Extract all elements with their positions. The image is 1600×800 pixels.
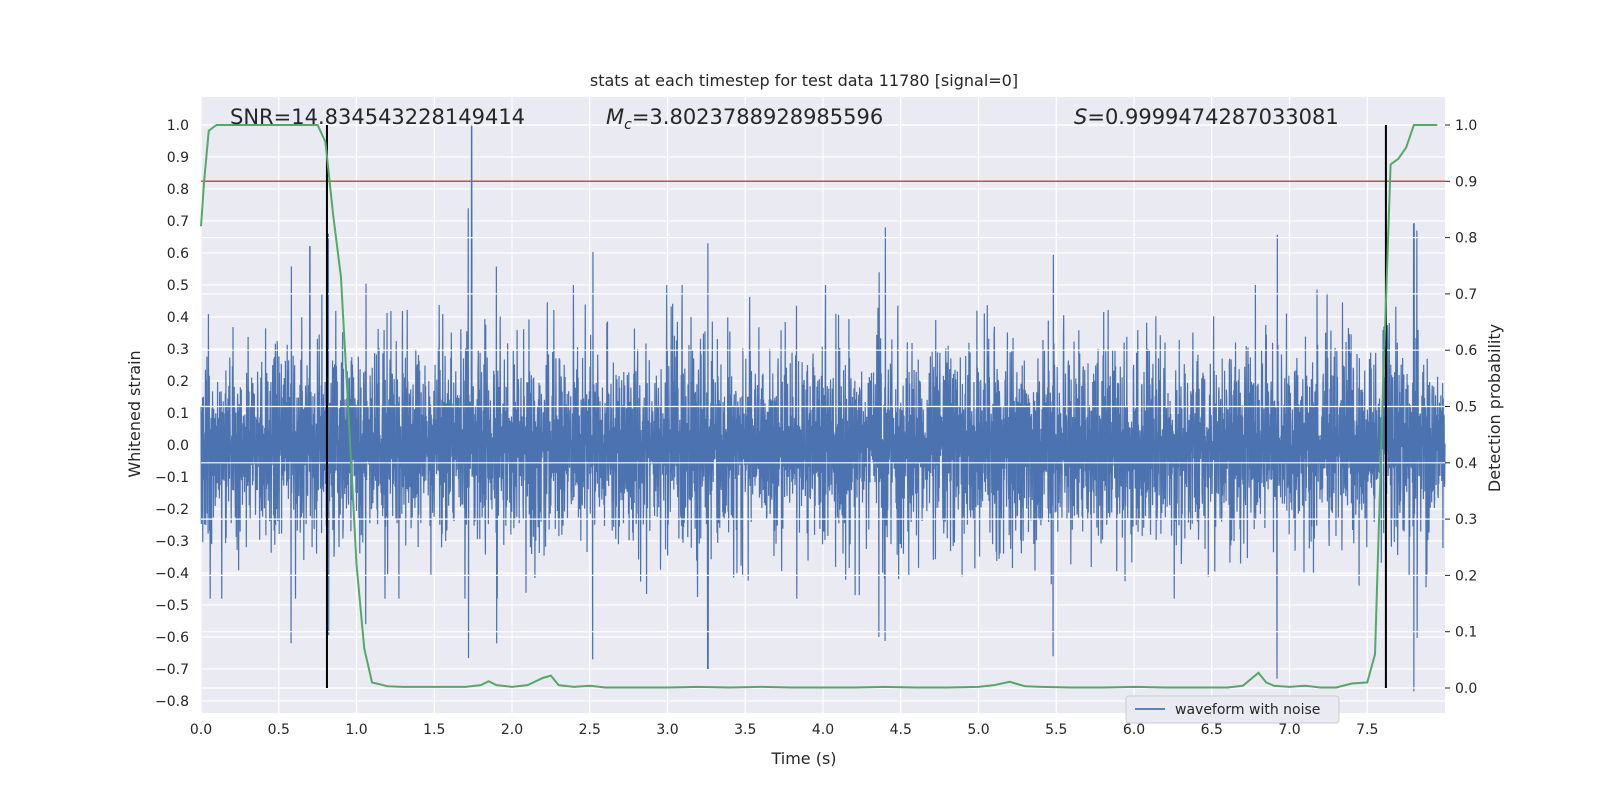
y-left-tick-label: 0.3: [167, 342, 189, 358]
y-left-tick-label: 0.2: [167, 374, 189, 390]
waveform-line: [200, 124, 1446, 692]
y-left-tick-label: −0.5: [155, 598, 189, 614]
x-tick-label: 0.0: [190, 722, 212, 738]
y-left-tick-label: 0.4: [167, 310, 189, 326]
x-tick-label: 1.0: [345, 722, 367, 738]
x-tick-label: 3.0: [656, 722, 678, 738]
y-right-tick-label: 0.1: [1455, 625, 1477, 641]
y-left-tick-label: −0.6: [155, 630, 189, 646]
chirp-mass-subscript: c: [624, 117, 632, 133]
legend: waveform with noise: [1125, 695, 1340, 724]
score-value: =0.9999474287033081: [1087, 105, 1338, 129]
y-left-tick-label: −0.1: [155, 470, 189, 486]
x-tick-label: 4.0: [812, 722, 834, 738]
event-lines: [325, 125, 1387, 688]
y-left-tick-label: 0.6: [167, 246, 189, 262]
x-tick-label: 2.5: [579, 722, 601, 738]
legend-box: [1125, 695, 1340, 724]
y-right-tick-label: 0.3: [1455, 512, 1477, 528]
y-left-tick-label: −0.7: [155, 662, 189, 678]
x-tick-label: 7.0: [1278, 722, 1300, 738]
y-left-tick-label: 0.9: [167, 150, 189, 166]
right-y-axis-ticks: 1.0 0.9 0.8 0.7 0.6 0.5 0.4 0.3 0.2 0.1 0.0: [1445, 118, 1477, 697]
y-left-tick-label: −0.3: [155, 534, 189, 550]
y-right-tick-label: 0.7: [1455, 287, 1477, 303]
chart-title: stats at each timestep for test data 117…: [590, 71, 1018, 90]
y-right-tick-label: 0.5: [1455, 400, 1477, 416]
y-left-tick-label: 0.0: [167, 438, 189, 454]
x-tick-label: 5.0: [967, 722, 989, 738]
y-left-tick-label: 0.8: [167, 182, 189, 198]
detection-score-annotation: S=0.9999474287033081: [1074, 105, 1339, 129]
detection-probability-line: [200, 124, 1438, 689]
y-left-tick-label: −0.8: [155, 694, 189, 710]
chirp-mass-annotation: Mc=3.8023788928985596: [606, 105, 883, 133]
x-tick-label: 7.5: [1356, 722, 1378, 738]
y-right-tick-label: 0.2: [1455, 568, 1477, 584]
snr-annotation: SNR=14.834543228149414: [230, 105, 525, 129]
chirp-mass-value: =3.8023788928985596: [632, 105, 883, 129]
x-tick-label: 1.5: [423, 722, 445, 738]
left-y-axis-label: Whitened strain: [125, 350, 144, 477]
y-right-tick-label: 0.9: [1455, 174, 1477, 190]
legend-entry: waveform with noise: [1175, 702, 1320, 718]
x-tick-label: 6.5: [1201, 722, 1223, 738]
x-tick-label: 2.0: [501, 722, 523, 738]
x-axis-ticks: 0.0 0.5 1.0 1.5 2.0 2.5 3.0 3.5 4.0 4.5 5.0 5.5 6.0 6…: [190, 722, 1379, 738]
y-left-tick-label: 0.5: [167, 278, 189, 294]
x-tick-label: 5.5: [1045, 722, 1067, 738]
y-right-tick-label: 0.8: [1455, 231, 1477, 247]
y-left-tick-label: −0.2: [155, 502, 189, 518]
y-left-tick-label: 0.7: [167, 214, 189, 230]
x-tick-label: 6.0: [1123, 722, 1145, 738]
y-left-tick-label: −0.4: [155, 566, 189, 582]
chirp-mass-symbol: M: [606, 105, 624, 129]
score-symbol: S: [1074, 105, 1087, 129]
right-axis-grid: [201, 124, 1445, 689]
y-right-tick-label: 0.0: [1455, 681, 1477, 697]
left-y-axis-ticks: 1.0 0.9 0.8 0.7 0.6 0.5 0.4 0.3 0.2 0.1 0.0 −0.1 −0.…: [155, 118, 189, 710]
y-left-tick-label: 0.1: [167, 406, 189, 422]
y-left-tick-label: 1.0: [167, 118, 189, 134]
waveform-series: [200, 124, 1446, 692]
y-right-tick-label: 0.4: [1455, 456, 1477, 472]
x-tick-label: 3.5: [734, 722, 756, 738]
right-y-axis-label: Detection probability: [1485, 324, 1504, 492]
y-right-tick-label: 0.6: [1455, 343, 1477, 359]
x-tick-label: 4.5: [890, 722, 912, 738]
x-axis-label: Time (s): [770, 749, 836, 768]
x-tick-label: 0.5: [268, 722, 290, 738]
y-right-tick-label: 1.0: [1455, 118, 1477, 134]
